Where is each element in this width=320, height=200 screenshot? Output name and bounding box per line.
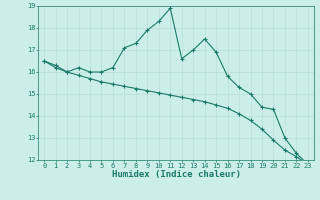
X-axis label: Humidex (Indice chaleur): Humidex (Indice chaleur) [111, 170, 241, 179]
